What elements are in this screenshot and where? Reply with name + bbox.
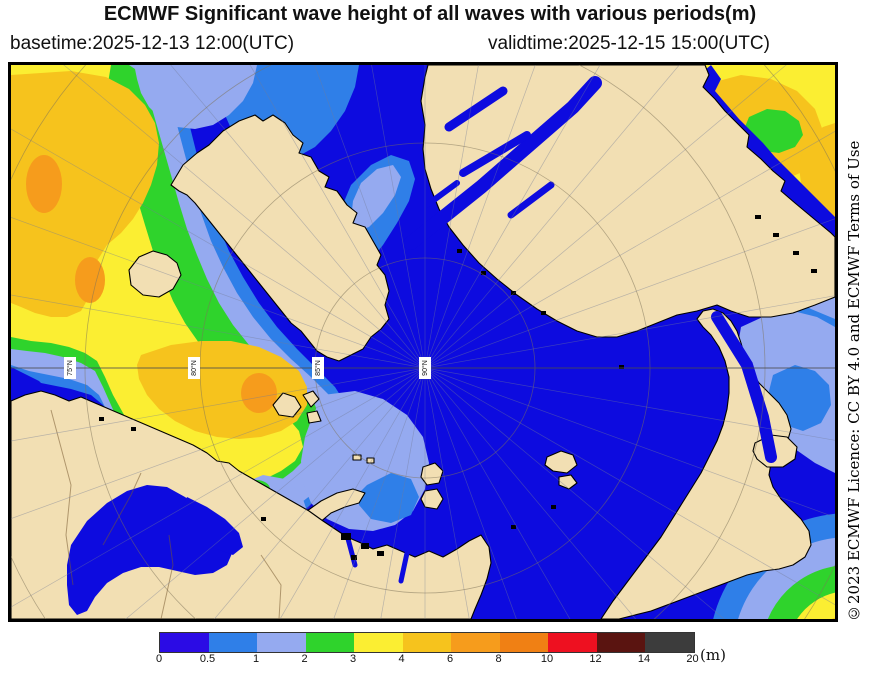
svalbard-ne xyxy=(302,390,320,408)
severnaya-zemlya xyxy=(420,462,444,486)
colorbar-tick: 14 xyxy=(637,653,651,665)
svalbard xyxy=(272,392,302,418)
franz-josef-land xyxy=(352,454,362,461)
colorbar-segment-12 xyxy=(596,633,646,652)
island-specks xyxy=(99,215,817,560)
arctic-channels xyxy=(344,76,777,584)
white-sea xyxy=(67,485,243,615)
wave-height-colorbar xyxy=(159,632,695,653)
basetime-label: basetime:2025-12-13 12:00(UTC) xyxy=(10,33,295,54)
svg-text:75°N: 75°N xyxy=(66,360,74,376)
svg-text:85°N: 85°N xyxy=(314,360,322,376)
colorbar-segment-2 xyxy=(305,633,355,652)
colorbar-segment-8 xyxy=(499,633,549,652)
colorbar-segment-0 xyxy=(160,633,209,652)
colorbar-tick: 3 xyxy=(349,653,357,665)
svalbard-se xyxy=(306,410,322,424)
country-borders xyxy=(50,409,282,620)
page-title: ECMWF Significant wave height of all wav… xyxy=(103,3,757,25)
iceland xyxy=(128,250,182,298)
colorbar-unit-label: (m) xyxy=(700,646,726,664)
colorbar-tick: 12 xyxy=(589,653,602,665)
colorbar-tick: 1 xyxy=(252,653,260,665)
colorbar-tick: 20 xyxy=(686,653,699,665)
validtime-label: validtime:2025-12-15 15:00(UTC) xyxy=(488,33,770,54)
colorbar-segment-10 xyxy=(548,633,597,652)
colorbar-segment-4 xyxy=(402,633,452,652)
colorbar-tick: 6 xyxy=(446,653,454,665)
colorbar-tick: 4 xyxy=(398,653,405,665)
franz-josef-land xyxy=(366,457,375,464)
new-siberian-islands xyxy=(544,450,578,474)
colorbar-segment-0.5 xyxy=(208,633,258,652)
colorbar-tick: 10 xyxy=(540,653,554,665)
svg-text:80°N: 80°N xyxy=(190,360,198,376)
colorbar-tick: 2 xyxy=(301,653,308,665)
colorbar-segment-1 xyxy=(257,633,306,652)
colorbar-segment-3 xyxy=(354,633,403,652)
colorbar-tick: 8 xyxy=(495,653,502,665)
greenland xyxy=(170,114,390,362)
svg-text:90°N: 90°N xyxy=(421,360,429,376)
colorbar-segment-6 xyxy=(451,633,500,652)
new-siberian-islands xyxy=(558,474,578,490)
colorbar-segment-14 xyxy=(645,633,695,652)
copyright-licence-text: ©2023 ECMWF Licence: CC BY 4.0 and ECMWF… xyxy=(845,140,863,622)
latitude-labels: 75°N 80°N 85°N 90°N xyxy=(64,357,431,379)
colorbar-tick: 0.5 xyxy=(199,653,216,665)
severnaya-zemlya xyxy=(420,488,444,510)
colorbar-tick: 0 xyxy=(155,653,163,665)
